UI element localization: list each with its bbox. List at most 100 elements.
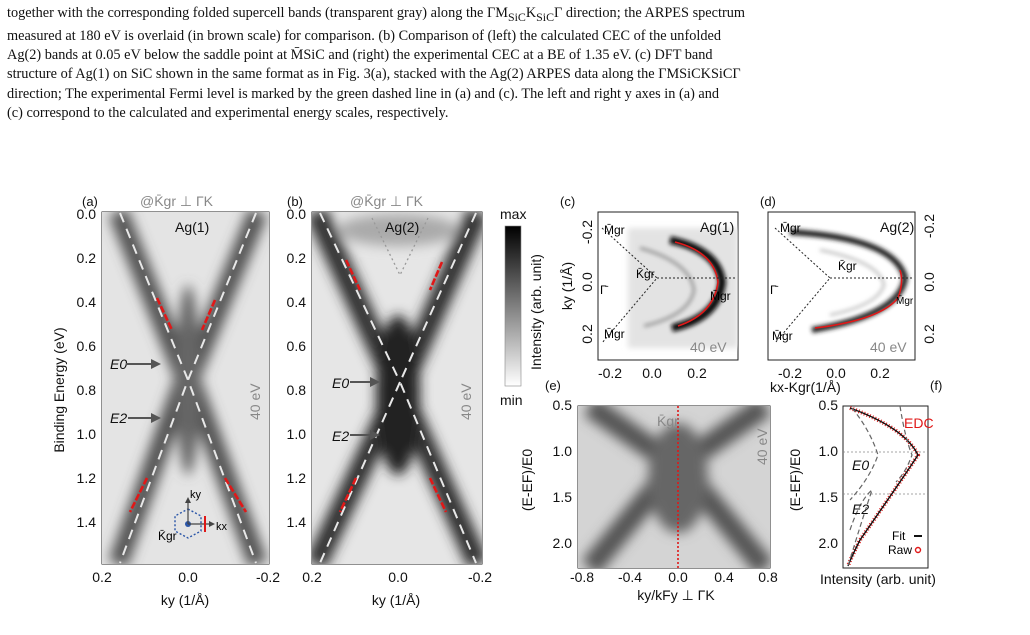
overlay-dashed-right — [186, 212, 257, 564]
panel-f-raw-legend: Raw — [888, 543, 912, 557]
e-xtick-4: 0.8 — [758, 569, 778, 585]
panel-a-y-axis: 0.0 0.2 0.4 0.6 0.8 1.0 1.2 1.4 — [77, 206, 97, 530]
panel-b-x-label: ky (1/Å) — [372, 592, 420, 608]
panel-c-m-bottom: M̄gr — [604, 327, 625, 341]
colorbar-gradient — [504, 225, 522, 387]
panel-d-m-top: M̄gr — [780, 221, 801, 235]
panel-b-header: @K̄gr ⊥ ΓK — [350, 193, 424, 209]
panel-c-red-contour — [674, 241, 719, 327]
dft-band-red-4 — [223, 477, 248, 513]
b-ytick-3: 0.6 — [287, 338, 307, 354]
panel-a-letter: (a) — [82, 194, 98, 209]
dft-band-red-b2 — [428, 261, 444, 291]
panel-f-fit-legend: Fit — [892, 529, 906, 543]
a-ytick-6: 1.2 — [77, 470, 97, 486]
a-ytick-1: 0.2 — [77, 250, 97, 266]
colorbar-min: min — [500, 392, 523, 408]
caption-line-1: together with the corresponding folded s… — [7, 5, 745, 24]
f-ytick-1: 1.0 — [819, 443, 839, 459]
panel-e-photon-energy: 40 eV — [754, 428, 770, 465]
c-ytick-0: -0.2 — [579, 220, 595, 244]
panel-c-gamma: Γ̄ — [600, 283, 609, 297]
colorbar-max: max — [500, 206, 526, 222]
a-ytick-2: 0.4 — [77, 294, 97, 310]
f-ytick-3: 2.0 — [819, 535, 839, 551]
d-xtick-1: 0.0 — [826, 365, 846, 381]
panel-e-letter: (e) — [545, 378, 561, 393]
d-ytick-0: -0.2 — [921, 214, 937, 238]
a-ytick-5: 1.0 — [77, 426, 97, 442]
panel-a-photon-energy: 40 eV — [247, 383, 263, 420]
d-xtick-2: 0.2 — [870, 365, 890, 381]
panel-c-letter: (c) — [560, 194, 575, 209]
b-xtick-2: -0.2 — [468, 569, 492, 585]
b-ytick-6: 1.2 — [287, 470, 307, 486]
panel-d-m-bottom: M̄gr — [772, 329, 793, 343]
e-ytick-1: 1.0 — [553, 443, 573, 459]
e-xtick-3: 0.4 — [714, 569, 734, 585]
d-ytick-2: 0.2 — [921, 324, 937, 344]
overlay-dashed-left — [119, 212, 190, 564]
a-xtick-2: -0.2 — [256, 569, 280, 585]
edc-fit-line — [847, 407, 919, 567]
e0-arrow-b — [370, 377, 380, 387]
panel-d-letter: (d) — [760, 194, 776, 209]
b-ytick-0: 0.0 — [287, 206, 307, 222]
e-xtick-1: -0.4 — [618, 569, 642, 585]
a-ytick-3: 0.6 — [77, 338, 97, 354]
c-xtick-1: 0.0 — [642, 365, 662, 381]
d-xtick-0: -0.2 — [778, 365, 802, 381]
panel-a-x-label: ky (1/Å) — [161, 592, 209, 608]
colorbar: max min Intensity (arb. unit) — [500, 206, 544, 408]
panel-d: M̄gr Γ̄ K̄gr M̄gr M̄gr Ag(2) 40 eV (d) -… — [760, 194, 937, 395]
panel-d-cec — [774, 227, 912, 344]
panel-d-band-label: Ag(2) — [880, 219, 914, 235]
panel-f-e0: E0 — [852, 457, 869, 473]
a-xtick-0: 0.2 — [92, 569, 112, 585]
a-xtick-1: 0.0 — [178, 569, 198, 585]
panel-e: K̄gr 40 eV (e) 0.5 1.0 1.5 2.0 (E-EF)/E0… — [519, 378, 778, 603]
panel-a-e0-label: E0 — [110, 356, 127, 372]
panel-b-e2-label: E2 — [332, 428, 349, 444]
colorbar-label: Intensity (arb. unit) — [528, 254, 544, 370]
panel-a-e2-label: E2 — [110, 410, 127, 426]
panel-c-band-label: Ag(1) — [700, 219, 734, 235]
c-ytick-2: 0.2 — [579, 324, 595, 344]
panel-c-photon-energy: 40 eV — [690, 339, 727, 355]
panel-c-y-label: ky (1/Å) — [559, 262, 575, 310]
a-ytick-0: 0.0 — [77, 206, 97, 222]
panel-f-frame — [842, 405, 929, 569]
b-xtick-1: 0.0 — [388, 569, 408, 585]
inset-kgr-label: K̄gr — [158, 529, 177, 543]
c-xtick-0: -0.2 — [598, 365, 622, 381]
panel-f-x-label: Intensity (arb. unit) — [820, 571, 936, 587]
b-ytick-7: 1.4 — [287, 514, 307, 530]
e-ytick-0: 0.5 — [553, 397, 573, 413]
b-xtick-0: 0.2 — [302, 569, 322, 585]
dft-band-red-b4 — [428, 477, 448, 513]
panel-d-photon-energy: 40 eV — [870, 339, 907, 355]
e-ytick-2: 1.5 — [553, 489, 573, 505]
dft-band-red-3 — [128, 477, 149, 513]
panel-b: Ag(2) 40 eV E0 E2 (b) @K̄gr ⊥ ΓK 0.0 0.2… — [287, 193, 493, 608]
panel-a-band-label: Ag(1) — [175, 219, 209, 235]
panel-e-spectrum — [578, 406, 770, 568]
panel-a-header: @K̄gr ⊥ ΓK — [140, 193, 214, 209]
dft-band-red-b1 — [344, 259, 362, 291]
c-ytick-1: 0.0 — [579, 272, 595, 292]
panel-e-top-label: K̄gr — [657, 413, 679, 429]
panel-d-m-right: M̄gr — [896, 294, 914, 307]
panel-e-y-label: (E-EF)/E0 — [519, 449, 535, 511]
dft-band-red-1 — [155, 297, 174, 331]
panel-f-y-label: (E-EF)/E0 — [787, 449, 803, 511]
panel-b-photon-energy: 40 eV — [458, 383, 474, 420]
caption-line-6: (c) correspond to the calculated and exp… — [7, 104, 449, 121]
dft-band-red-2 — [200, 299, 217, 331]
caption-line-4: structure of Ag(1) on SiC shown in the s… — [7, 66, 741, 83]
a-ytick-4: 0.8 — [77, 382, 97, 398]
panel-a: Ag(1) 40 eV E0 E2 ky kx K̄gr (a) @K̄gr ⊥… — [51, 193, 280, 608]
panel-c-m-top: M̄gr — [604, 223, 625, 237]
panel-c-k: K̄gr — [636, 267, 655, 281]
panel-b-letter: (b) — [287, 194, 303, 209]
